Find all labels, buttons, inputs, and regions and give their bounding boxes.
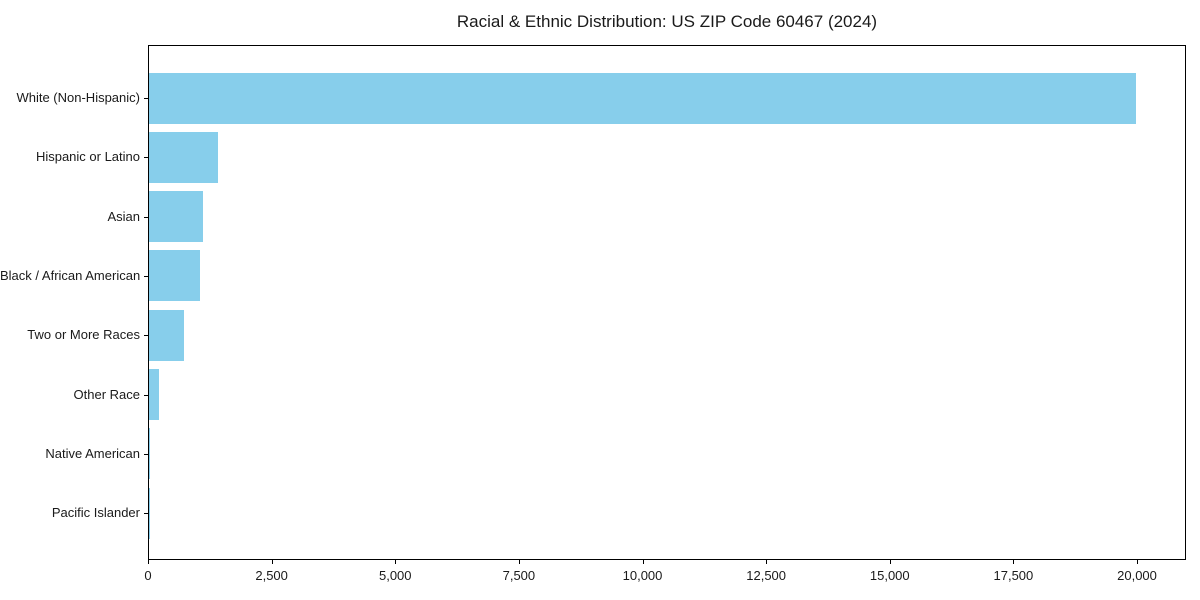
- x-tick-mark: [148, 560, 149, 564]
- y-tick-mark: [144, 157, 148, 159]
- x-tick-label: 20,000: [1117, 568, 1157, 583]
- x-tick-label: 10,000: [622, 568, 663, 583]
- x-tick-label: 7,500: [502, 568, 536, 583]
- x-tick-mark: [395, 560, 397, 564]
- y-tick-label-two-or-more-races: Two or More Races: [27, 327, 140, 343]
- y-tick-mark: [144, 453, 148, 455]
- y-tick-label-hispanic-or-latino: Hispanic or Latino: [35, 149, 140, 165]
- x-tick-mark: [1137, 560, 1139, 564]
- x-tick-label: 17,500: [993, 568, 1034, 583]
- y-tick-mark: [144, 98, 148, 99]
- y-tick-label-native-american: Native American: [45, 445, 140, 461]
- x-tick-label: 15,000: [869, 568, 910, 583]
- bar-two-or-more-races: [149, 309, 184, 361]
- bar-white-non-hispanic: [149, 72, 1136, 124]
- y-tick-label-asian: Asian: [107, 208, 140, 224]
- y-tick-mark: [144, 513, 148, 515]
- x-tick-mark: [1013, 560, 1015, 564]
- plot-area: [148, 45, 1186, 560]
- bar-black-african-american: [149, 250, 201, 302]
- x-tick-label: 2,500: [255, 568, 288, 583]
- y-tick-mark: [144, 394, 148, 396]
- y-tick-label-pacific-islander: Pacific Islander: [51, 505, 140, 521]
- x-tick-mark: [642, 560, 644, 564]
- x-tick-mark: [889, 560, 891, 564]
- bar-other-race: [149, 369, 160, 420]
- bar-asian: [149, 191, 204, 243]
- x-tick-mark: [766, 560, 768, 564]
- y-tick-mark: [144, 275, 148, 277]
- x-tick-label: 12,500: [746, 568, 787, 583]
- y-tick-label-black-african-american: Black / African American: [0, 267, 141, 283]
- x-tick-mark: [518, 560, 520, 564]
- bar-native-american: [149, 428, 150, 480]
- x-tick-mark: [271, 560, 273, 564]
- chart-title: Racial & Ethnic Distribution: US ZIP Cod…: [456, 12, 878, 31]
- y-tick-mark: [144, 216, 148, 218]
- y-tick-label-other-race: Other Race: [73, 386, 140, 402]
- bar-hispanic-or-latino: [149, 131, 219, 183]
- y-tick-label-white-non-hispanic: White (Non-Hispanic): [16, 90, 140, 105]
- x-tick-label: 0: [144, 568, 152, 583]
- x-tick-label: 5,000: [378, 568, 412, 583]
- y-tick-mark: [144, 335, 148, 337]
